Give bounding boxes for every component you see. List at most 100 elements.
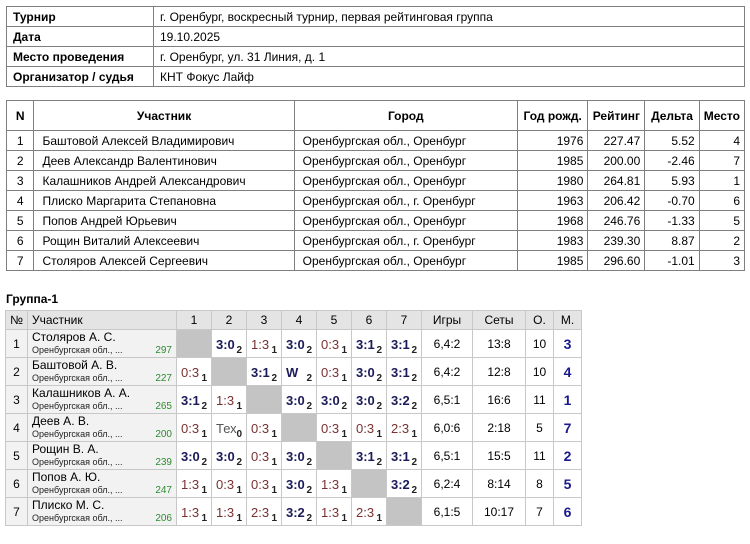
- match-score-cell[interactable]: 3:0 2: [351, 385, 387, 414]
- group-player-number: 3: [5, 385, 28, 414]
- match-score: 1:3: [321, 476, 340, 492]
- match-score-cell[interactable]: 3:0 2: [281, 385, 317, 414]
- match-score-cell[interactable]: 3:0 2: [351, 357, 387, 386]
- group-player-rating: 297: [155, 345, 172, 356]
- match-score-cell[interactable]: 3:0 2: [316, 385, 352, 414]
- match-score-cell[interactable]: 3:1 2: [246, 357, 282, 386]
- participant-row: 6 Рощин Виталий Алексеевич Оренбургская об…: [5, 230, 746, 251]
- match-score-cell[interactable]: 3:1 2: [351, 329, 387, 358]
- group-place: 3: [553, 329, 582, 358]
- match-points: 1: [411, 429, 417, 440]
- group-place: 7: [553, 413, 582, 442]
- match-points: 2: [411, 457, 417, 468]
- match-points: 2: [376, 373, 382, 384]
- match-score-cell[interactable]: 3:0 2: [281, 441, 317, 470]
- match-score-cell[interactable]: 3:2 2: [281, 497, 317, 526]
- match-points: 1: [236, 401, 242, 412]
- match-score-cell[interactable]: 1:3 1: [316, 497, 352, 526]
- group-player-rating: 247: [155, 485, 172, 496]
- group-sets: 10:17: [472, 497, 526, 526]
- match-score-cell[interactable]: 3:2 2: [386, 469, 422, 498]
- match-score-cell[interactable]: 3:0 2: [176, 441, 212, 470]
- match-score-cell[interactable]: 0:3 1: [246, 469, 282, 498]
- match-score-cell[interactable]: 0:3 1: [316, 413, 352, 442]
- match-score-cell[interactable]: 0:3 1: [176, 357, 212, 386]
- group-header-col: 7: [386, 310, 422, 330]
- group-games: 6,0:6: [421, 413, 473, 442]
- match-score-cell[interactable]: 1:3 1: [211, 497, 247, 526]
- match-score-cell[interactable]: 3:0 2: [281, 469, 317, 498]
- match-points: 1: [271, 513, 277, 524]
- match-points: 1: [201, 429, 207, 440]
- participant-rating: 246.76: [587, 210, 646, 231]
- match-score-cell[interactable]: 1:3 1: [211, 385, 247, 414]
- participant-delta: -0.70: [644, 190, 700, 211]
- match-score-cell[interactable]: 3:1 2: [386, 357, 422, 386]
- match-score-cell[interactable]: 1:3 1: [176, 497, 212, 526]
- match-score-cell[interactable]: 1:3 1: [176, 469, 212, 498]
- group-row: 1 Столяров А. С. Оренбургская обл., ... 297…: [5, 329, 582, 358]
- match-score-cell[interactable]: 3:1 2: [176, 385, 212, 414]
- group-player-cell: Баштовой А. В. Оренбургская обл., ... 227: [27, 357, 177, 386]
- group-player-cell: Калашников А. А. Оренбургская обл., ... 26…: [27, 385, 177, 414]
- match-score-cell[interactable]: 0:3 1: [316, 357, 352, 386]
- match-points: 1: [341, 429, 347, 440]
- match-score-cell[interactable]: 0:3 1: [351, 413, 387, 442]
- match-score-cell[interactable]: 3:0 2: [211, 329, 247, 358]
- match-score: 3:0: [356, 392, 375, 408]
- info-key: Организатор / судья: [6, 66, 154, 87]
- participant-name: Попов Андрей Юрьевич: [33, 210, 295, 231]
- match-score: 3:0: [216, 336, 235, 352]
- match-score-cell[interactable]: 1:3 1: [246, 329, 282, 358]
- participant-delta: -1.33: [644, 210, 700, 231]
- participant-row: 1 Баштовой Алексей Владимирович Оренбургск…: [5, 130, 746, 151]
- match-score: 3:0: [286, 448, 305, 464]
- match-score-cell[interactable]: Тех 0: [211, 413, 247, 442]
- group-header-col: 4: [281, 310, 317, 330]
- match-score-cell[interactable]: 2:3 1: [386, 413, 422, 442]
- match-score-cell[interactable]: 0:3 1: [211, 469, 247, 498]
- match-points: 2: [236, 457, 242, 468]
- match-points: 2: [306, 457, 312, 468]
- match-score: 2:3: [356, 504, 375, 520]
- participant-rating: 200.00: [587, 150, 646, 171]
- match-score-cell[interactable]: 0:3 1: [176, 413, 212, 442]
- match-score-cell[interactable]: 0:3 1: [316, 329, 352, 358]
- group-games: 6,4:2: [421, 329, 473, 358]
- group-player-rating: 265: [155, 401, 172, 412]
- match-points: 2: [306, 345, 312, 356]
- match-score-cell[interactable]: 2:3 1: [246, 497, 282, 526]
- participant-delta: -2.46: [644, 150, 700, 171]
- group-header-place: М.: [553, 310, 582, 330]
- participant-delta: -1.01: [644, 250, 700, 271]
- group-games: 6,5:1: [421, 441, 473, 470]
- group-player-number: 2: [5, 357, 28, 386]
- self-match-cell: [316, 441, 352, 470]
- group-header-no: №: [5, 310, 28, 330]
- match-score-cell[interactable]: 3:1 2: [386, 329, 422, 358]
- match-score: 3:0: [286, 336, 305, 352]
- match-score-cell[interactable]: 3:1 2: [386, 441, 422, 470]
- match-score-cell[interactable]: 0:3 1: [246, 441, 282, 470]
- group-player-city: Оренбургская обл., ...: [32, 345, 123, 355]
- participant-name: Плиско Маргарита Степановна: [33, 190, 295, 211]
- participant-year: 1976: [516, 130, 589, 151]
- match-score: 3:0: [286, 476, 305, 492]
- participant-city: Оренбургская обл., Оренбург: [293, 210, 518, 231]
- match-score: 0:3: [321, 364, 340, 380]
- match-score-cell[interactable]: 0:3 1: [246, 413, 282, 442]
- match-score-cell[interactable]: 3:0 2: [281, 329, 317, 358]
- match-score-cell[interactable]: 3:2 2: [386, 385, 422, 414]
- match-score: W: [286, 364, 299, 380]
- match-score-cell[interactable]: 3:1 2: [351, 441, 387, 470]
- match-score-cell[interactable]: 2:3 1: [351, 497, 387, 526]
- match-score-cell[interactable]: 1:3 1: [316, 469, 352, 498]
- header-rating: Рейтинг: [587, 100, 646, 131]
- info-value: г. Оренбург, воскресный турнир, первая р…: [153, 6, 745, 27]
- match-score-cell[interactable]: 3:0 2: [211, 441, 247, 470]
- participant-number: 2: [5, 150, 35, 171]
- participants-table: N Участник Город Год рожд. Рейтинг Дельт…: [5, 100, 746, 271]
- participant-rating: 264.81: [587, 170, 646, 191]
- match-score: 3:1: [356, 448, 375, 464]
